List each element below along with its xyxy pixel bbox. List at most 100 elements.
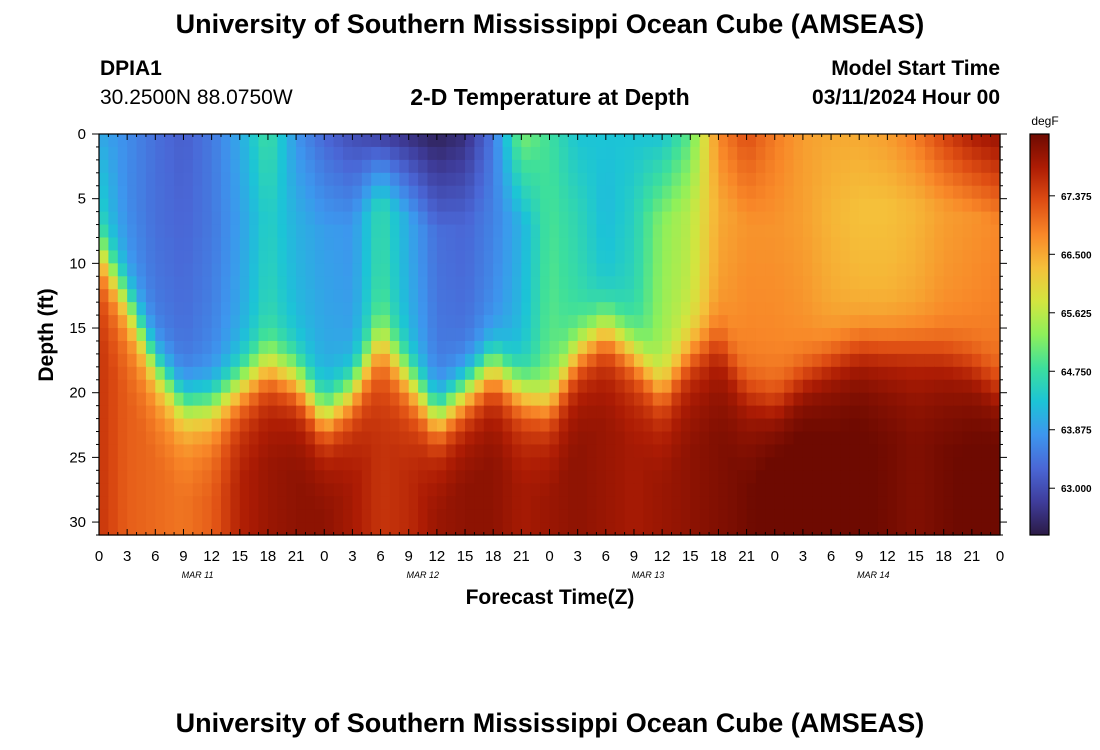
heatmap-cell — [502, 146, 513, 161]
heatmap-cell — [389, 509, 400, 523]
heatmap-cell — [831, 250, 842, 264]
heatmap-cell — [549, 172, 560, 187]
heatmap-cell — [221, 276, 231, 290]
heatmap-cell — [990, 172, 1001, 187]
heatmap-cell — [314, 392, 325, 407]
heatmap-cell — [465, 224, 476, 239]
heatmap-cell — [877, 276, 888, 290]
heatmap-cell — [906, 146, 917, 161]
heatmap-cell — [239, 379, 250, 394]
heatmap-cell — [211, 418, 222, 433]
heatmap-cell — [239, 353, 250, 368]
heatmap-cell — [971, 470, 982, 484]
heatmap-cell — [549, 340, 560, 355]
heatmap-cell — [605, 509, 616, 523]
chart-title: University of Southern Mississippi Ocean… — [175, 9, 925, 39]
heatmap-cell — [924, 328, 935, 342]
heatmap-cell — [558, 289, 569, 303]
heatmap-cell — [718, 431, 729, 446]
heatmap-cell — [587, 509, 598, 523]
heatmap-cell — [840, 211, 851, 226]
heatmap-cell — [915, 405, 926, 420]
heatmap-cell — [333, 522, 344, 536]
heatmap-cell — [99, 134, 109, 148]
heatmap-cell — [258, 457, 269, 471]
heatmap-cell — [981, 470, 992, 484]
heatmap-cell — [521, 509, 532, 523]
heatmap-cell — [671, 172, 682, 187]
heatmap-cell — [990, 198, 1001, 213]
heatmap-cell — [352, 250, 363, 264]
heatmap-cell — [934, 159, 945, 174]
heatmap-cell — [699, 159, 710, 174]
heatmap-cell — [587, 379, 598, 394]
heatmap-cell — [915, 315, 926, 329]
heatmap-cell — [737, 250, 748, 264]
heatmap-cell — [221, 509, 231, 523]
heatmap-cell — [221, 392, 231, 407]
heatmap-cell — [183, 418, 194, 433]
heatmap-cell — [361, 340, 372, 355]
heatmap-cell — [906, 496, 917, 510]
heatmap-cell — [765, 444, 776, 458]
heatmap-cell — [812, 431, 823, 446]
heatmap-cell — [746, 276, 757, 290]
heatmap-cell — [849, 276, 860, 290]
heatmap-cell — [774, 198, 785, 213]
heatmap-cell — [267, 289, 278, 303]
heatmap-cell — [371, 496, 382, 510]
heatmap-cell — [981, 134, 992, 148]
heatmap-cell — [840, 185, 851, 200]
heatmap-cell — [896, 353, 907, 368]
heatmap-cell — [990, 328, 1001, 342]
heatmap-cell — [549, 185, 560, 200]
heatmap-cell — [540, 457, 551, 471]
heatmap-cell — [230, 289, 241, 303]
heatmap-cell — [230, 353, 241, 368]
heatmap-cell — [633, 496, 644, 510]
heatmap-cell — [399, 250, 410, 264]
heatmap-cell — [990, 496, 1001, 510]
heatmap-cell — [371, 483, 382, 497]
heatmap-cell — [136, 522, 147, 536]
heatmap-cell — [343, 379, 354, 394]
date-label: MAR 13 — [632, 570, 665, 580]
heatmap-cell — [924, 340, 935, 355]
heatmap-cell — [333, 483, 344, 497]
heatmap-cell — [530, 289, 541, 303]
heatmap-cell — [971, 366, 982, 381]
heatmap-cell — [971, 340, 982, 355]
heatmap-cell — [361, 470, 372, 484]
heatmap-cell — [117, 289, 128, 303]
heatmap-cell — [774, 496, 785, 510]
heatmap-cell — [877, 444, 888, 458]
heatmap-cell — [784, 392, 795, 407]
heatmap-cell — [455, 470, 466, 484]
heatmap-cell — [831, 328, 842, 342]
heatmap-cell — [990, 289, 1001, 303]
heatmap-cell — [906, 302, 917, 316]
heatmap-cell — [352, 315, 363, 329]
heatmap-cell — [155, 146, 166, 161]
heatmap-cell — [155, 366, 166, 381]
heatmap-cell — [343, 289, 354, 303]
heatmap-cell — [680, 418, 691, 433]
x-tick-label: 12 — [654, 548, 671, 565]
heatmap-cell — [408, 483, 419, 497]
date-label: MAR 14 — [857, 570, 890, 580]
heatmap-cell — [690, 198, 701, 213]
heatmap-cell — [877, 211, 888, 226]
heatmap-cell — [314, 496, 325, 510]
heatmap-cell — [821, 418, 832, 433]
heatmap-cell — [821, 172, 832, 187]
heatmap-cell — [136, 431, 147, 446]
heatmap-cell — [906, 392, 917, 407]
heatmap-cell — [934, 340, 945, 355]
y-tick-label: 5 — [78, 191, 86, 208]
heatmap-cell — [99, 237, 109, 252]
heatmap-cell — [483, 185, 494, 200]
heatmap-cell — [802, 457, 813, 471]
heatmap-cell — [239, 211, 250, 226]
heatmap-cell — [493, 444, 504, 458]
heatmap-cell — [924, 379, 935, 394]
